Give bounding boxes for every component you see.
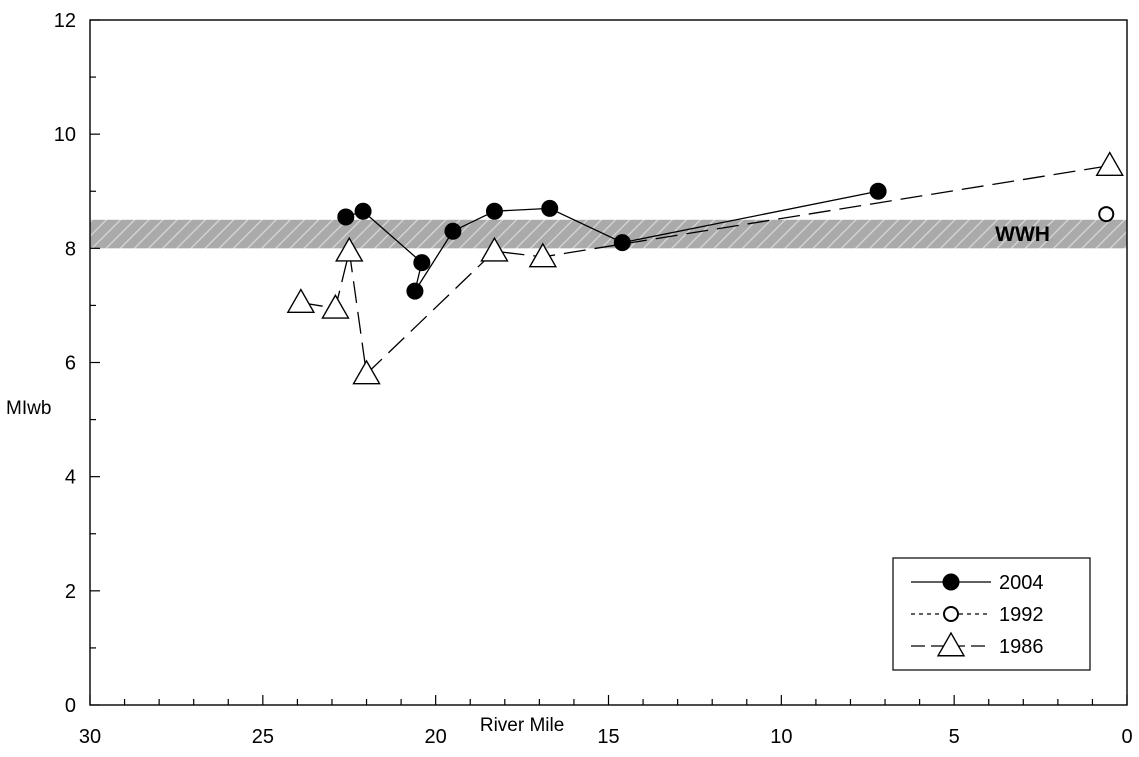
x-tick-label: 15 xyxy=(597,726,619,748)
y-tick-label: 10 xyxy=(54,124,76,146)
y-tick-label: 12 xyxy=(54,10,76,32)
legend-marker-1992 xyxy=(943,606,959,622)
data-point-1986 xyxy=(335,236,364,262)
data-point-2004 xyxy=(337,208,355,226)
legend-box xyxy=(892,557,1091,671)
legend-label-2004: 2004 xyxy=(999,572,1044,594)
reference-band-layer: WWH xyxy=(90,219,1127,249)
y-axis-label: MIwb xyxy=(6,398,51,419)
axes-layer: 0 2 4 6 8 10 12 30 25 20 15 10 5 0 xyxy=(54,10,1133,748)
wwh-band-label: WWH xyxy=(995,223,1050,246)
series-2004 xyxy=(337,182,887,300)
x-tick-label: 30 xyxy=(79,726,101,748)
data-point-2004 xyxy=(406,282,424,300)
legend-label-1992: 1992 xyxy=(999,604,1044,626)
data-point-1986 xyxy=(352,359,381,385)
y-tick-label: 2 xyxy=(65,581,76,603)
y-tick-label: 6 xyxy=(65,353,76,375)
y-tick-label: 8 xyxy=(65,238,76,260)
legend-items: 2004 1992 1986 xyxy=(911,572,1044,658)
data-point-1986 xyxy=(321,293,350,319)
data-point-2004 xyxy=(541,199,559,217)
x-tick-label: 20 xyxy=(425,726,447,748)
data-point-2004 xyxy=(869,182,887,200)
data-point-2004 xyxy=(485,202,503,220)
data-point-1992 xyxy=(1098,206,1115,223)
series-1992 xyxy=(1098,206,1115,223)
legend-marker-2004 xyxy=(942,573,960,591)
x-tick-label: 25 xyxy=(252,726,274,748)
data-point-1986 xyxy=(286,288,316,314)
x-tick-label: 5 xyxy=(949,726,960,748)
data-point-1986 xyxy=(1095,151,1124,177)
data-point-2004 xyxy=(413,254,431,272)
legend-marker-1986 xyxy=(936,631,966,657)
x-axis-label: River Mile xyxy=(480,715,564,736)
data-point-1986 xyxy=(480,236,509,262)
x-tick-label: 0 xyxy=(1121,726,1132,748)
y-tick-label: 0 xyxy=(65,695,76,717)
x-tick-label: 10 xyxy=(770,726,792,748)
data-point-2004 xyxy=(354,202,372,220)
data-point-2004 xyxy=(444,222,462,240)
y-tick-label: 4 xyxy=(65,467,76,489)
wwh-band xyxy=(90,219,1127,249)
data-point-1986 xyxy=(528,242,558,268)
series-1986 xyxy=(286,151,1124,385)
legend-label-1986: 1986 xyxy=(999,636,1044,658)
legend: 2004 1992 1986 xyxy=(892,557,1091,671)
series-layer xyxy=(286,151,1124,385)
